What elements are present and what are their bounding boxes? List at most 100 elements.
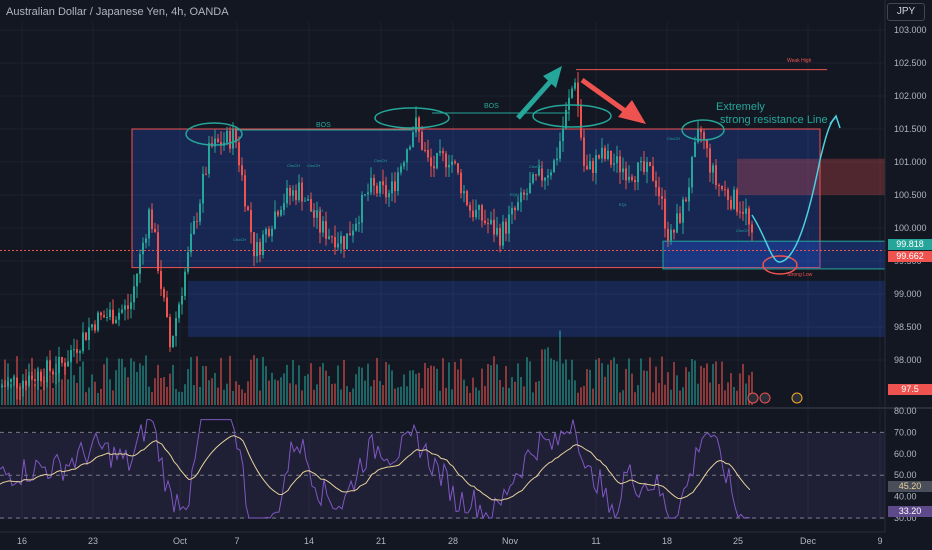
candle-body <box>361 194 363 223</box>
candle-body <box>310 199 312 212</box>
volume-bar <box>58 368 60 405</box>
candle-body <box>439 150 441 153</box>
candle-body <box>151 209 153 229</box>
price-tick-label: 100.000 <box>894 223 927 233</box>
candle-body <box>703 132 705 141</box>
candle-body <box>178 304 180 319</box>
candle-body <box>358 222 360 224</box>
candle-body <box>316 211 318 218</box>
candle-body <box>499 227 501 246</box>
volume-bar <box>298 365 300 405</box>
event-icon <box>791 392 803 404</box>
candle-body <box>640 161 642 163</box>
volume-bar <box>691 358 693 405</box>
volume-bar <box>667 372 669 405</box>
candle-body <box>226 130 228 143</box>
price-tick-label: 102.000 <box>894 91 927 101</box>
volume-bar <box>547 347 549 405</box>
volume-bar <box>325 370 327 405</box>
candle-body <box>52 371 54 375</box>
volume-bar <box>295 384 297 405</box>
volume-bar <box>13 374 15 405</box>
volume-bar <box>253 355 255 405</box>
volume-bar <box>499 380 501 405</box>
candle-body <box>727 189 729 200</box>
candle-body <box>523 192 525 195</box>
currency-button[interactable]: JPY <box>887 3 925 21</box>
volume-bar <box>517 363 519 405</box>
volume-bar <box>217 387 219 405</box>
candle-body <box>421 131 423 150</box>
volume-bar <box>367 363 369 405</box>
volume-bar <box>226 383 228 405</box>
volume-bar <box>571 359 573 405</box>
volume-bar <box>163 377 165 405</box>
volume-bar <box>355 374 357 405</box>
volume-bar <box>682 387 684 405</box>
volume-bar <box>541 349 543 405</box>
time-tick-label: 9 <box>877 536 882 546</box>
volume-bar <box>460 358 462 405</box>
candle-body <box>31 375 33 380</box>
candle-body <box>103 315 105 318</box>
candle-body <box>745 208 747 214</box>
volume-bar <box>394 388 396 405</box>
price-tick-label: 101.000 <box>894 157 927 167</box>
candle-body <box>709 148 711 173</box>
candle-body <box>349 233 351 236</box>
candle-body <box>325 221 327 239</box>
candle-body <box>598 155 600 159</box>
volume-bar <box>664 384 666 405</box>
price-tick-label: 102.500 <box>894 58 927 68</box>
volume-bar <box>25 384 27 405</box>
candle-body <box>721 185 723 190</box>
volume-bar <box>109 379 111 405</box>
volume-bar <box>148 386 150 405</box>
volume-bar <box>661 356 663 405</box>
volume-bar <box>40 389 42 405</box>
candle-body <box>607 150 609 159</box>
annotations: BOS BOS Weak High Strong Low ChoCH ChoCH ChoCH… <box>185 58 841 404</box>
candle-body <box>682 199 684 223</box>
volume-bar <box>346 386 348 405</box>
candle-body <box>622 168 624 173</box>
candle-body <box>19 388 21 390</box>
volume-bar <box>181 391 183 405</box>
volume-bar <box>118 358 120 405</box>
volume-bar <box>427 367 429 405</box>
candle-body <box>43 381 45 383</box>
candle-body <box>625 168 627 181</box>
volume-bar <box>112 390 114 405</box>
volume-bar <box>358 366 360 405</box>
volume-bars <box>1 330 753 405</box>
candle-body <box>181 296 183 305</box>
candle-body <box>544 177 546 181</box>
candle-body <box>493 219 495 235</box>
candle-body <box>478 205 480 210</box>
volume-bar <box>643 370 645 405</box>
volume-bar <box>352 388 354 405</box>
candle-body <box>100 312 102 316</box>
time-tick-label: 21 <box>376 536 386 546</box>
volume-bar <box>487 363 489 405</box>
candle-body <box>412 132 414 147</box>
volume-bar <box>721 361 723 405</box>
candle-body <box>148 209 150 239</box>
candle-body <box>259 242 261 255</box>
rsi-tick-label: 40.00 <box>894 492 917 502</box>
candle-body <box>244 175 246 207</box>
candle-body <box>289 187 291 196</box>
volume-bar <box>307 374 309 405</box>
candle-body <box>556 158 558 161</box>
volume-bar <box>133 361 135 405</box>
choch-label: ChoCH <box>310 208 323 213</box>
candle-body <box>7 381 9 387</box>
candle-body <box>481 205 483 221</box>
volume-bar <box>562 363 564 405</box>
candle-body <box>205 173 207 175</box>
volume-bar <box>67 379 69 405</box>
candle-body <box>241 165 243 176</box>
candle-body <box>748 208 750 225</box>
candle-body <box>400 166 402 173</box>
